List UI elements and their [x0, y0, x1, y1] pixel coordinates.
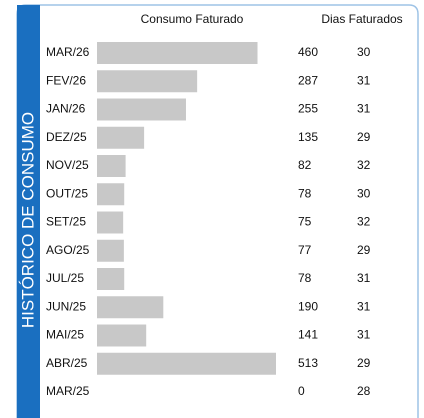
- days-label: 31: [357, 102, 371, 116]
- bar: [97, 183, 125, 206]
- days-label: 31: [357, 271, 371, 285]
- value-label: 78: [298, 186, 312, 200]
- bar: [97, 70, 198, 93]
- month-label: AGO/25: [46, 243, 90, 257]
- bar: [97, 268, 125, 290]
- bar: [97, 98, 186, 121]
- month-label: SET/25: [46, 215, 86, 229]
- days-label: 31: [357, 73, 371, 87]
- value-label: 135: [298, 130, 318, 144]
- days-label: 30: [357, 45, 371, 59]
- side-band: [17, 5, 40, 418]
- month-label: NOV/25: [46, 158, 89, 172]
- month-label: DEZ/25: [46, 130, 87, 144]
- value-label: 77: [298, 243, 312, 257]
- month-label: MAR/25: [46, 384, 90, 398]
- days-label: 32: [357, 158, 371, 172]
- value-label: 513: [298, 356, 318, 370]
- month-label: JUL/25: [46, 271, 84, 285]
- month-label: JUN/25: [46, 299, 86, 313]
- value-label: 141: [298, 328, 318, 342]
- value-label: 78: [298, 271, 312, 285]
- days-label: 29: [357, 243, 371, 257]
- days-label: 31: [357, 328, 371, 342]
- days-label: 30: [357, 186, 371, 200]
- side-title: HISTÓRICO DE CONSUMO: [18, 112, 37, 328]
- days-label: 29: [357, 130, 371, 144]
- month-label: OUT/25: [46, 186, 88, 200]
- value-label: 190: [298, 299, 318, 313]
- value-label: 460: [298, 45, 318, 59]
- month-label: ABR/25: [46, 356, 88, 370]
- bar: [97, 42, 258, 64]
- bar: [97, 155, 126, 177]
- value-label: 255: [298, 102, 318, 116]
- value-header: Consumo Faturado: [141, 12, 244, 26]
- month-label: MAR/26: [46, 45, 90, 59]
- bar: [97, 126, 145, 149]
- value-label: 0: [298, 384, 305, 398]
- value-label: 82: [298, 158, 312, 172]
- days-label: 31: [357, 299, 371, 313]
- bar: [97, 296, 164, 319]
- value-label: 75: [298, 215, 312, 229]
- bar: [97, 352, 276, 375]
- month-label: JAN/26: [46, 102, 86, 116]
- bar: [97, 239, 124, 262]
- days-label: 28: [357, 384, 371, 398]
- month-label: MAI/25: [46, 328, 84, 342]
- value-label: 287: [298, 73, 318, 87]
- days-label: 29: [357, 356, 371, 370]
- days-label: 32: [357, 215, 371, 229]
- month-label: FEV/26: [46, 73, 86, 87]
- bar: [97, 211, 124, 234]
- days-header: Dias Faturados: [321, 12, 402, 26]
- bar: [97, 324, 147, 347]
